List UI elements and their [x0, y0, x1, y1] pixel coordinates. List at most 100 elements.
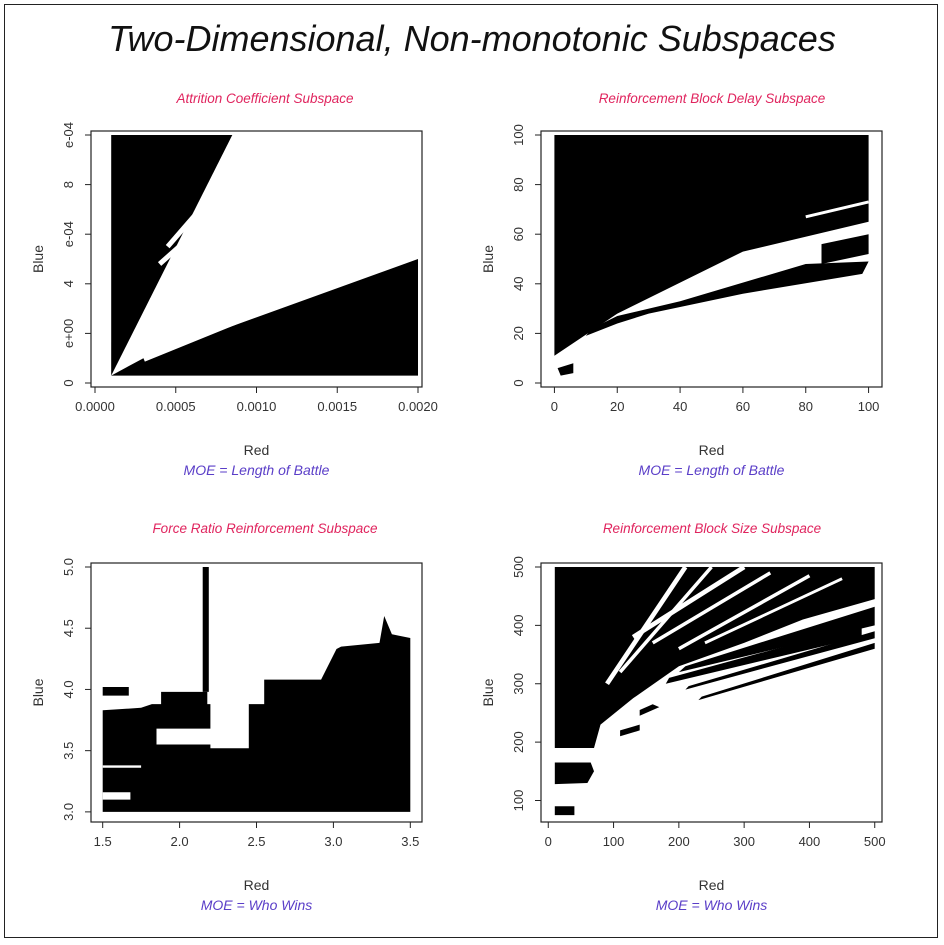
white-band — [704, 577, 843, 645]
y-tick-label: 3.5 — [61, 742, 76, 760]
x-tick-label: 0.0015 — [317, 399, 357, 414]
axis-box — [540, 562, 883, 823]
white-band — [174, 212, 418, 328]
x-tick-label: 0.0020 — [398, 399, 438, 414]
y-tick-label: 5.0 — [61, 558, 76, 576]
y-tick-label: 0 — [61, 379, 76, 386]
y-tick-label: 4.0 — [61, 680, 76, 698]
x-tick-label: 40 — [673, 399, 687, 414]
y-axis-label: Blue — [30, 678, 46, 706]
x-axis-label: Red — [699, 442, 725, 458]
x-tick-label: 2.5 — [247, 834, 265, 849]
white-region — [102, 765, 142, 768]
panel-title: Reinforcement Block Size Subspace — [603, 521, 821, 536]
chart-panel-1: Attrition Coefficient Subspace 0.0000 0.00… — [30, 91, 438, 478]
x-tick-label: 0.0000 — [75, 399, 115, 414]
black-region — [554, 762, 594, 785]
panel-title: Reinforcement Block Delay Subspace — [599, 91, 826, 106]
black-region — [639, 704, 660, 716]
y-tick-label: 0 — [511, 379, 526, 386]
white-band — [149, 137, 418, 304]
y-axis-label: Blue — [480, 245, 496, 273]
x-tick-label: 500 — [864, 834, 886, 849]
black-region — [111, 259, 418, 376]
x-tick-label: 300 — [733, 834, 755, 849]
y-tick-label: 20 — [511, 326, 526, 340]
black-region — [698, 642, 875, 701]
black-region — [557, 363, 574, 376]
y-tick-label: 4 — [61, 280, 76, 287]
x-axis-label: Red — [699, 877, 725, 893]
x-tick-label: 1.5 — [94, 834, 112, 849]
y-tick-label: 100 — [511, 124, 526, 146]
y-tick-label: 400 — [511, 615, 526, 637]
white-band — [677, 574, 811, 651]
white-band — [805, 200, 869, 219]
black-region — [685, 631, 875, 690]
white-band — [157, 135, 307, 266]
chart-panel-2: Reinforcement Block Delay Subspace 0 20 40 6… — [480, 91, 883, 478]
black-region — [585, 261, 869, 336]
x-tick-label: 60 — [736, 399, 750, 414]
black-region — [665, 625, 862, 684]
white-band — [158, 163, 418, 311]
panel-title: Attrition Coefficient Subspace — [175, 91, 353, 106]
y-tick-label: e-04 — [61, 122, 76, 148]
white-band — [618, 567, 713, 674]
y-tick-label: 3.0 — [61, 803, 76, 821]
black-region — [678, 606, 875, 673]
black-region — [202, 567, 209, 692]
white-region — [156, 728, 245, 745]
x-tick-label: 0.0010 — [237, 399, 277, 414]
plot-area — [95, 135, 418, 383]
black-region — [821, 234, 869, 264]
moe-caption: MOE = Length of Battle — [184, 462, 330, 478]
chart-panel-3: Force Ratio Reinforcement Subspace 1.5 2.0… — [30, 521, 423, 913]
axis-box — [540, 130, 883, 388]
x-tick-label: 0 — [545, 834, 552, 849]
black-region — [620, 724, 640, 737]
white-band — [605, 567, 688, 686]
plot-area — [545, 567, 878, 818]
x-tick-label: 80 — [799, 399, 813, 414]
moe-caption: MOE = Who Wins — [201, 897, 313, 913]
y-tick-label: 40 — [511, 277, 526, 291]
y-tick-label: 100 — [511, 790, 526, 812]
x-axis-label: Red — [244, 877, 270, 893]
y-axis-label: Blue — [480, 678, 496, 706]
white-band — [651, 571, 772, 645]
x-tick-label: 3.5 — [401, 834, 419, 849]
black-region — [102, 687, 129, 696]
x-tick-label: 2.0 — [171, 834, 189, 849]
y-tick-label: 500 — [511, 556, 526, 578]
plot-area — [95, 567, 418, 818]
y-tick-label: 4.5 — [61, 619, 76, 637]
plot-area — [545, 135, 878, 383]
x-tick-label: 0.0005 — [156, 399, 196, 414]
black-region — [102, 616, 411, 812]
panel-title: Force Ratio Reinforcement Subspace — [152, 521, 377, 536]
moe-caption: MOE = Length of Battle — [639, 462, 785, 478]
white-band — [631, 567, 746, 640]
x-tick-label: 100 — [858, 399, 880, 414]
x-tick-label: 200 — [668, 834, 690, 849]
chart-panel-4: Reinforcement Block Size Subspace 0 100 200… — [480, 521, 886, 913]
figure-title: Two-Dimensional, Non-monotonic Subspaces — [108, 18, 836, 59]
white-band — [142, 243, 418, 362]
x-tick-label: 0 — [551, 399, 558, 414]
white-region — [102, 792, 131, 800]
x-tick-label: 3.0 — [324, 834, 342, 849]
y-tick-label: e+00 — [61, 319, 76, 348]
x-tick-label: 400 — [799, 834, 821, 849]
black-region — [554, 806, 575, 816]
black-region — [554, 567, 875, 748]
y-tick-label: 8 — [61, 181, 76, 188]
y-tick-label: 200 — [511, 731, 526, 753]
white-band — [165, 135, 267, 249]
y-tick-label: e-04 — [61, 221, 76, 247]
y-tick-label: 300 — [511, 673, 526, 695]
x-tick-label: 100 — [603, 834, 625, 849]
moe-caption: MOE = Who Wins — [656, 897, 768, 913]
x-tick-label: 20 — [610, 399, 624, 414]
